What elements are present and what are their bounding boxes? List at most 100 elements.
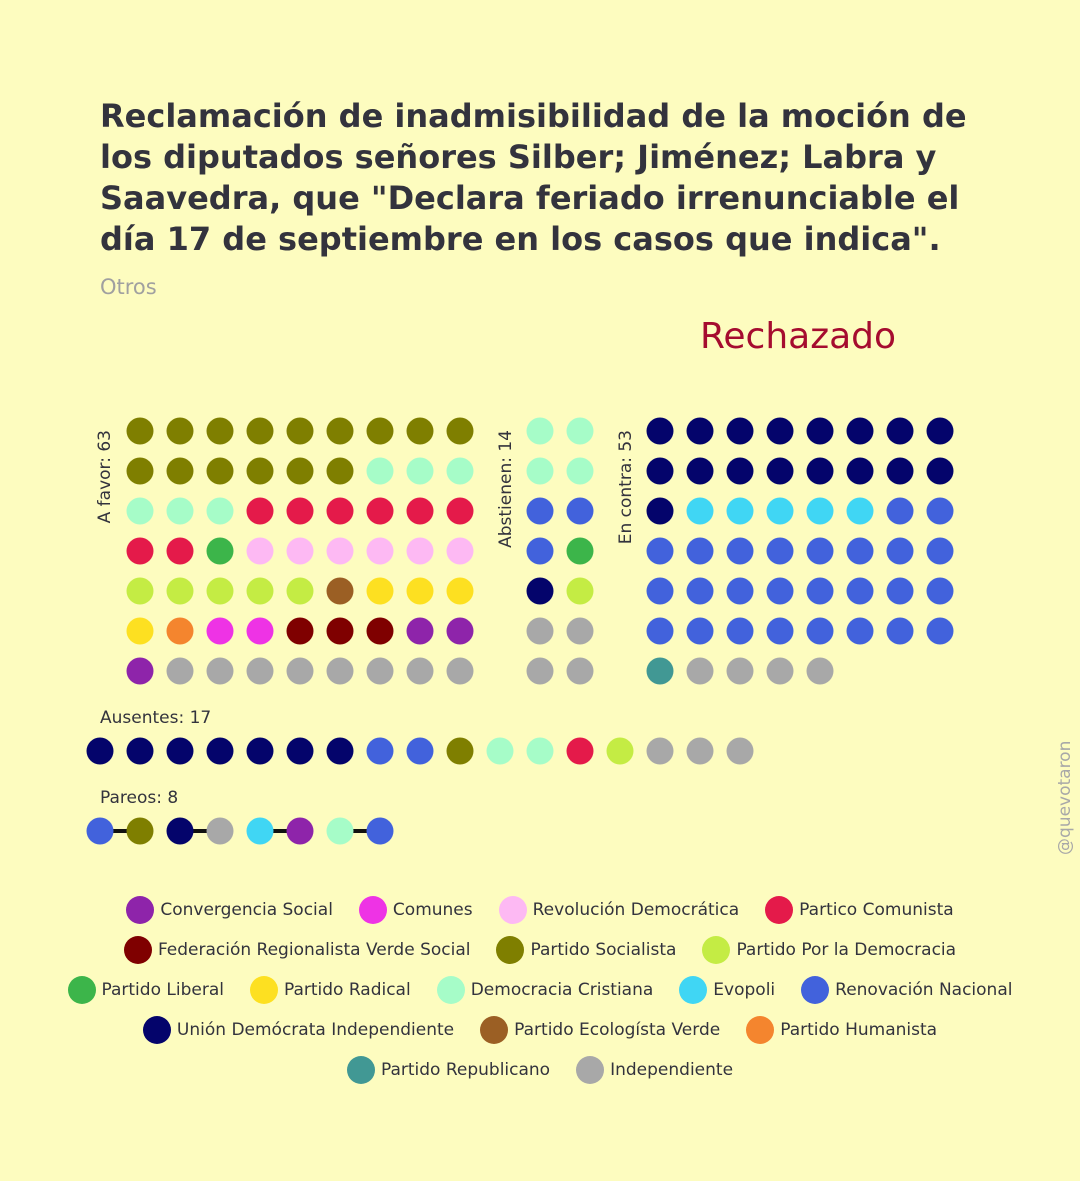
legend-swatch	[576, 1056, 605, 1084]
vote-dot-chart: A favor: 63 Abstienen: 14 En contra: 53 Aus…	[86, 417, 954, 845]
legend-swatch	[436, 976, 465, 1004]
vote-dot-abstienen	[526, 657, 554, 685]
legend-item: Evopoli	[679, 976, 775, 1004]
vote-dot-contra	[806, 657, 834, 685]
legend-swatch	[498, 896, 527, 924]
vote-dot-contra	[926, 417, 954, 445]
legend-item: Comunes	[358, 896, 473, 924]
vote-dot-ausentes	[606, 737, 634, 765]
vote-dot-contra	[846, 577, 874, 605]
legend-label: Unión Demócrata Independiente	[176, 1020, 455, 1040]
vote-dot-favor	[206, 417, 234, 445]
vote-dot-ausentes	[566, 737, 594, 765]
vote-dot-favor	[166, 617, 194, 645]
vote-dot-ausentes	[286, 737, 314, 765]
legend-label: Partido Ecologísta Verde	[514, 1020, 721, 1040]
vote-dot-favor	[326, 497, 354, 525]
legend-label: Partido Humanista	[780, 1020, 938, 1040]
legend-swatch	[123, 936, 152, 964]
pareos-count-label: Pareos: 8	[100, 788, 178, 808]
legend-row: Partido Liberal Partido Radical Democracia…	[20, 970, 1060, 1010]
legend-swatch	[67, 976, 96, 1004]
vote-dot-favor	[246, 457, 274, 485]
vote-dot-favor	[326, 617, 354, 645]
vote-dot-ausentes	[406, 737, 434, 765]
vote-dot-favor	[366, 657, 394, 685]
vote-dot-contra	[726, 497, 754, 525]
abstienen-count-label: Abstienen: 14	[496, 430, 516, 548]
vote-dot-favor	[326, 657, 354, 685]
vote-dot-pareo	[206, 817, 234, 845]
vote-dot-favor	[446, 577, 474, 605]
vote-dot-favor	[126, 457, 154, 485]
vote-dot-contra	[686, 577, 714, 605]
vote-dot-favor	[446, 417, 474, 445]
legend-swatch	[126, 896, 155, 924]
vote-dot-favor	[406, 577, 434, 605]
legend-item: Federación Regionalista Verde Social	[123, 936, 470, 964]
vote-dot-pareo	[166, 817, 194, 845]
vote-dot-favor	[326, 457, 354, 485]
vote-dot-contra	[646, 577, 674, 605]
legend-swatch	[801, 976, 830, 1004]
legend-item: Convergencia Social	[126, 896, 333, 924]
vote-dot-favor	[246, 497, 274, 525]
vote-dot-ausentes	[86, 737, 114, 765]
vote-dot-favor	[246, 537, 274, 565]
vote-dot-contra	[726, 457, 754, 485]
vote-dot-contra	[926, 457, 954, 485]
vote-dot-contra	[646, 497, 674, 525]
vote-dot-abstienen	[566, 457, 594, 485]
vote-dot-favor	[406, 417, 434, 445]
vote-dot-abstienen	[526, 617, 554, 645]
legend-label: Comunes	[392, 900, 473, 920]
vote-dot-contra	[846, 537, 874, 565]
vote-dot-contra	[926, 577, 954, 605]
legend-swatch	[496, 936, 525, 964]
vote-dot-contra	[806, 417, 834, 445]
vote-dot-contra	[886, 617, 914, 645]
legend-label: Partido Por la Democracia	[736, 940, 957, 960]
vote-dot-contra	[726, 417, 754, 445]
vote-dot-contra	[646, 537, 674, 565]
legend-item: Partido Republicano	[346, 1056, 550, 1084]
vote-dot-abstienen	[526, 417, 554, 445]
vote-dot-pareo	[126, 817, 154, 845]
vote-dot-ausentes	[646, 737, 674, 765]
vote-dot-favor	[286, 537, 314, 565]
vote-dot-ausentes	[166, 737, 194, 765]
vote-dot-ausentes	[526, 737, 554, 765]
legend-item: Partido Socialista	[496, 936, 676, 964]
vote-dot-contra	[686, 417, 714, 445]
legend-item: Partido Liberal	[67, 976, 224, 1004]
legend-row: Convergencia Social Comunes Revolución Dem…	[20, 890, 1060, 930]
legend-item: Partico Comunista	[765, 896, 954, 924]
vote-dot-ausentes	[366, 737, 394, 765]
vote-dot-favor	[446, 537, 474, 565]
vote-dot-favor	[286, 457, 314, 485]
vote-dot-contra	[646, 417, 674, 445]
vote-dot-favor	[366, 577, 394, 605]
vote-dot-ausentes	[726, 737, 754, 765]
vote-dot-favor	[126, 657, 154, 685]
vote-dot-favor	[126, 497, 154, 525]
legend-row: Unión Demócrata Independiente Partido Eco…	[20, 1010, 1060, 1050]
vote-dot-contra	[726, 617, 754, 645]
vote-dot-favor	[446, 457, 474, 485]
vote-dot-contra	[926, 617, 954, 645]
vote-dot-abstienen	[566, 617, 594, 645]
vote-dot-contra	[766, 537, 794, 565]
vote-dot-contra	[766, 617, 794, 645]
legend-swatch	[346, 1056, 375, 1084]
vote-dot-contra	[926, 497, 954, 525]
vote-dot-ausentes	[126, 737, 154, 765]
vote-dot-favor	[326, 417, 354, 445]
contra-count-label: En contra: 53	[616, 430, 636, 544]
vote-dot-favor	[406, 537, 434, 565]
vote-dot-favor	[366, 497, 394, 525]
legend-label: Evopoli	[713, 980, 776, 1000]
vote-dot-favor	[206, 657, 234, 685]
legend-swatch	[480, 1016, 509, 1044]
vote-dot-favor	[246, 657, 274, 685]
vote-dot-favor	[166, 497, 194, 525]
